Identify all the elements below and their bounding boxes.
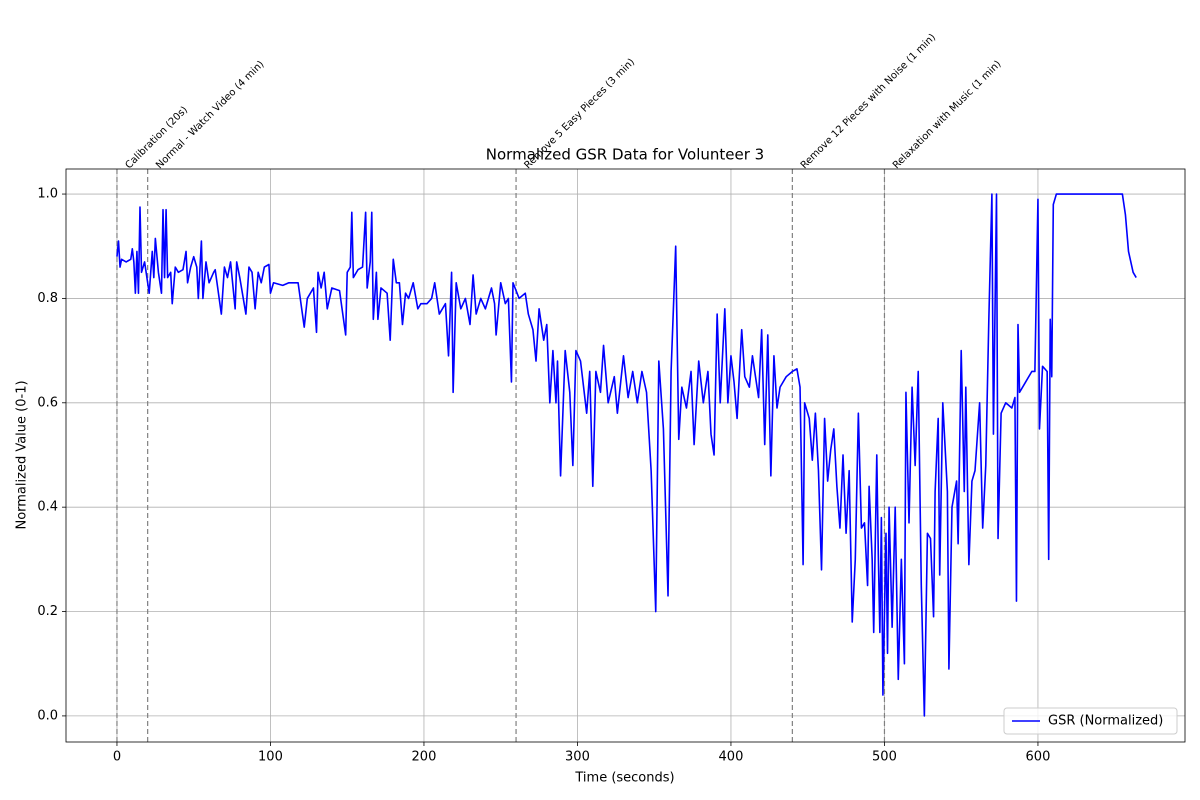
y-tick-label: 0.0 (37, 708, 58, 723)
y-tick-label: 0.8 (37, 291, 58, 306)
x-tick-label: 200 (412, 750, 437, 765)
y-tick-label: 1.0 (37, 187, 58, 202)
x-axis-label: Time (seconds) (574, 771, 674, 786)
x-tick-label: 0 (113, 750, 121, 765)
x-tick-label: 100 (258, 750, 283, 765)
y-axis-label: Normalized Value (0-1) (15, 380, 30, 529)
legend-label: GSR (Normalized) (1048, 714, 1163, 729)
chart-title: Normalized GSR Data for Volunteer 3 (486, 146, 764, 164)
x-tick-label: 300 (565, 750, 590, 765)
x-tick-label: 600 (1026, 750, 1051, 765)
data-line (116, 193, 1137, 717)
y-tick-label: 0.6 (37, 395, 58, 410)
grid-layer (66, 169, 1185, 742)
y-tick-label: 0.4 (37, 500, 58, 515)
legend-box (1003, 707, 1178, 735)
x-tick-label: 400 (719, 750, 744, 765)
legend: GSR (Normalized) (1003, 707, 1178, 735)
x-tick-label: 500 (872, 750, 897, 765)
plot-frame (65, 168, 1186, 743)
y-tick-label: 0.2 (37, 604, 58, 619)
